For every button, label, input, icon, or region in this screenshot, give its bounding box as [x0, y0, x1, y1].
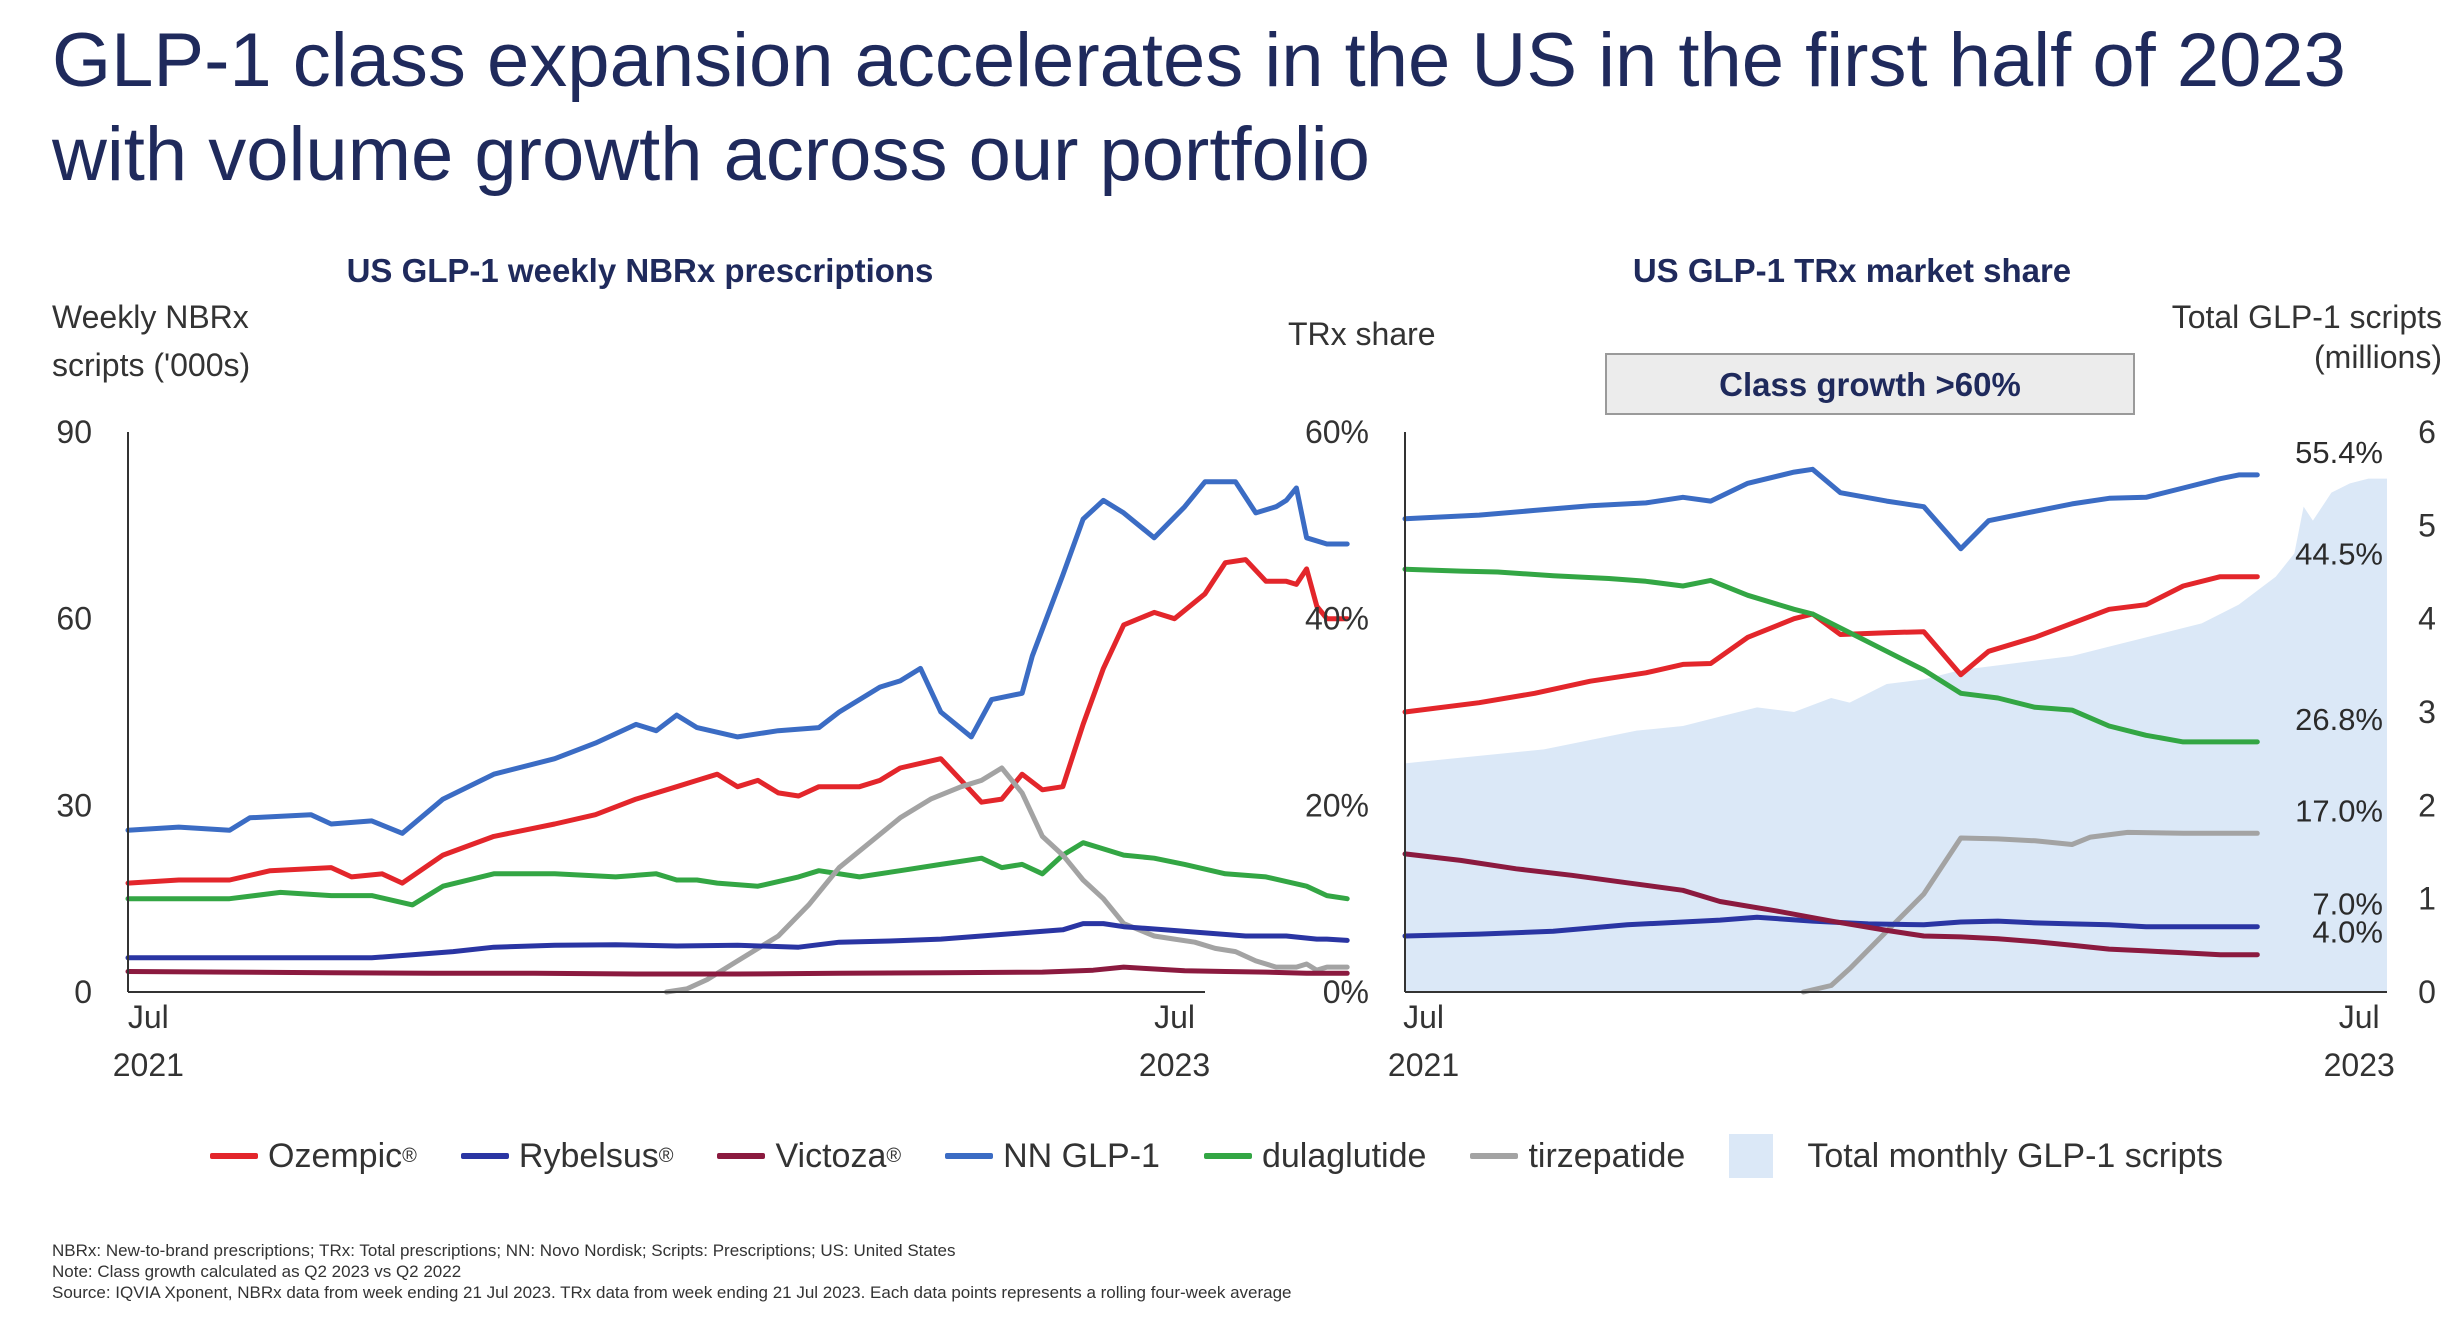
y-tick-label: 60 [56, 601, 92, 637]
legend-item-total-monthly-glp-1-scripts: Total monthly GLP-1 scripts [1729, 1134, 2223, 1178]
legend-registered-mark: ® [886, 1144, 902, 1167]
y-axis-label: TRx share [1288, 316, 1436, 352]
y-tick-label: 90 [56, 414, 92, 450]
series-line-dulaglutide [125, 840, 1350, 908]
x-tick-year: 2021 [113, 1047, 184, 1083]
plot-area [125, 479, 1350, 995]
x-ticks: Jul 2021 Jul 2023 [113, 999, 1210, 1083]
footnote-abbreviations: NBRx: New-to-brand prescriptions; TRx: T… [52, 1241, 956, 1260]
y-tick-label: 20% [1305, 787, 1369, 823]
y-right-tick-label: 2 [2418, 787, 2436, 823]
series-line-nn-glp-1 [1402, 466, 2260, 552]
y-tick-label: 60% [1305, 414, 1369, 450]
legend-item-dulaglutide: dulaglutide [1203, 1136, 1427, 1176]
series-line-victoza [125, 964, 1350, 977]
y-tick-label: 0% [1323, 974, 1369, 1010]
footnotes: NBRx: New-to-brand prescriptions; TRx: T… [52, 1240, 1292, 1303]
footnote-source: Source: IQVIA Xponent, NBRx data from we… [52, 1283, 1292, 1302]
y-right-tick-label: 1 [2418, 881, 2436, 917]
legend: Ozempic ® Rybelsus ® Victoza ® NN GLP-1 dulaglu… [210, 1128, 2267, 1184]
series-line-dulaglutide [1402, 566, 2260, 745]
end-label-rybelsus: 7.0% [2312, 887, 2383, 922]
end-label-victoza: 4.0% [2312, 915, 2383, 950]
legend-label: Total monthly GLP-1 scripts [1807, 1136, 2224, 1175]
y-right-tick-label: 5 [2418, 507, 2436, 543]
x-tick-month: Jul [1154, 999, 1195, 1035]
legend-label: Rybelsus [518, 1136, 659, 1175]
series-line-tirzepatide [664, 765, 1350, 995]
nbrx-chart: US GLP-1 weekly NBRx prescriptions Weekl… [52, 252, 1350, 1083]
legend-label: dulaglutide [1261, 1136, 1427, 1175]
x-tick-year: 2023 [2324, 1047, 2395, 1083]
y-axis-right-label: Total GLP-1 scripts (millions) [2172, 299, 2442, 375]
legend-item-tirzepatide: tirzepatide [1470, 1137, 1685, 1176]
legend-label: Ozempic [268, 1136, 403, 1175]
series-line-ozempic [125, 557, 1350, 886]
y-right-tick-label: 0 [2418, 974, 2436, 1010]
legend-swatch [717, 1153, 766, 1159]
y-tick-label: 40% [1305, 601, 1369, 637]
legend-item-rybelsus: Rybelsus ® [460, 1136, 674, 1176]
legend-item-ozempic: Ozempic ® [210, 1137, 417, 1176]
end-label-tirzepatide: 17.0% [2295, 793, 2383, 828]
x-tick-year: 2021 [1388, 1047, 1459, 1083]
legend-swatch [1203, 1153, 1252, 1159]
chart-title: US GLP-1 weekly NBRx prescriptions [347, 252, 934, 289]
trx-share-chart: US GLP-1 TRx market share TRx share Tota… [1288, 252, 2442, 1083]
series-line-tirzepatide [1800, 829, 2260, 995]
end-label-nn-glp-1: 55.4% [2295, 435, 2383, 470]
y-tick-label: 0 [74, 974, 92, 1010]
y-right-tick-label: 6 [2418, 414, 2436, 450]
series-line-nn-glp-1 [125, 479, 1350, 836]
x-tick-month: Jul [128, 999, 169, 1035]
plot-area [1402, 466, 2387, 995]
series-line-rybelsus [1402, 914, 2260, 939]
y-ticks-right: 0 1 2 3 4 5 6 [2418, 414, 2436, 1010]
x-tick-month: Jul [2339, 999, 2380, 1035]
y-right-tick-label: 3 [2418, 694, 2436, 730]
x-ticks: Jul 2021 Jul 2023 [1388, 999, 2395, 1083]
legend-swatch [460, 1153, 509, 1159]
class-growth-text: Class growth >60% [1719, 366, 2021, 403]
legend-item-nn-glp-1: NN GLP-1 [945, 1137, 1160, 1176]
footnote-note: Note: Class growth calculated as Q2 2023… [52, 1262, 462, 1281]
legend-swatch [945, 1153, 994, 1159]
legend-registered-mark: ® [658, 1144, 674, 1167]
x-tick-month: Jul [1403, 999, 1444, 1035]
end-label-ozempic: 44.5% [2295, 537, 2383, 572]
y-ticks: 0% 20% 40% 60% [1305, 414, 1369, 1010]
x-tick-year: 2023 [1139, 1047, 1210, 1083]
series-line-ozempic [1402, 574, 2260, 715]
slide-title: GLP-1 class expansion accelerates in the… [52, 18, 2346, 197]
legend-label: NN GLP-1 [1003, 1136, 1160, 1175]
legend-swatch [1470, 1153, 1519, 1159]
series-area-total-monthly-glp-1-scripts [1405, 478, 2387, 993]
series-line-victoza [1402, 851, 2260, 958]
legend-label: tirzepatide [1528, 1136, 1686, 1175]
series-line-rybelsus [125, 921, 1350, 961]
end-labels: 55.4% 44.5% 26.8% 17.0% 7.0%4.0% [2295, 435, 2383, 950]
chart-title: US GLP-1 TRx market share [1633, 252, 2071, 289]
legend-swatch [210, 1153, 258, 1159]
legend-label: Victoza [775, 1136, 887, 1175]
end-label-dulaglutide: 26.8% [2295, 702, 2383, 737]
y-right-tick-label: 4 [2418, 601, 2436, 637]
y-tick-label: 30 [56, 787, 92, 823]
legend-item-victoza: Victoza ® [717, 1137, 901, 1176]
y-ticks: 0 30 60 90 [56, 414, 92, 1010]
y-axis-label: Weekly NBRx scripts ('000s) [52, 299, 250, 383]
class-growth-callout [1605, 353, 2135, 415]
legend-swatch [1729, 1134, 1774, 1178]
legend-registered-mark: ® [402, 1144, 417, 1167]
